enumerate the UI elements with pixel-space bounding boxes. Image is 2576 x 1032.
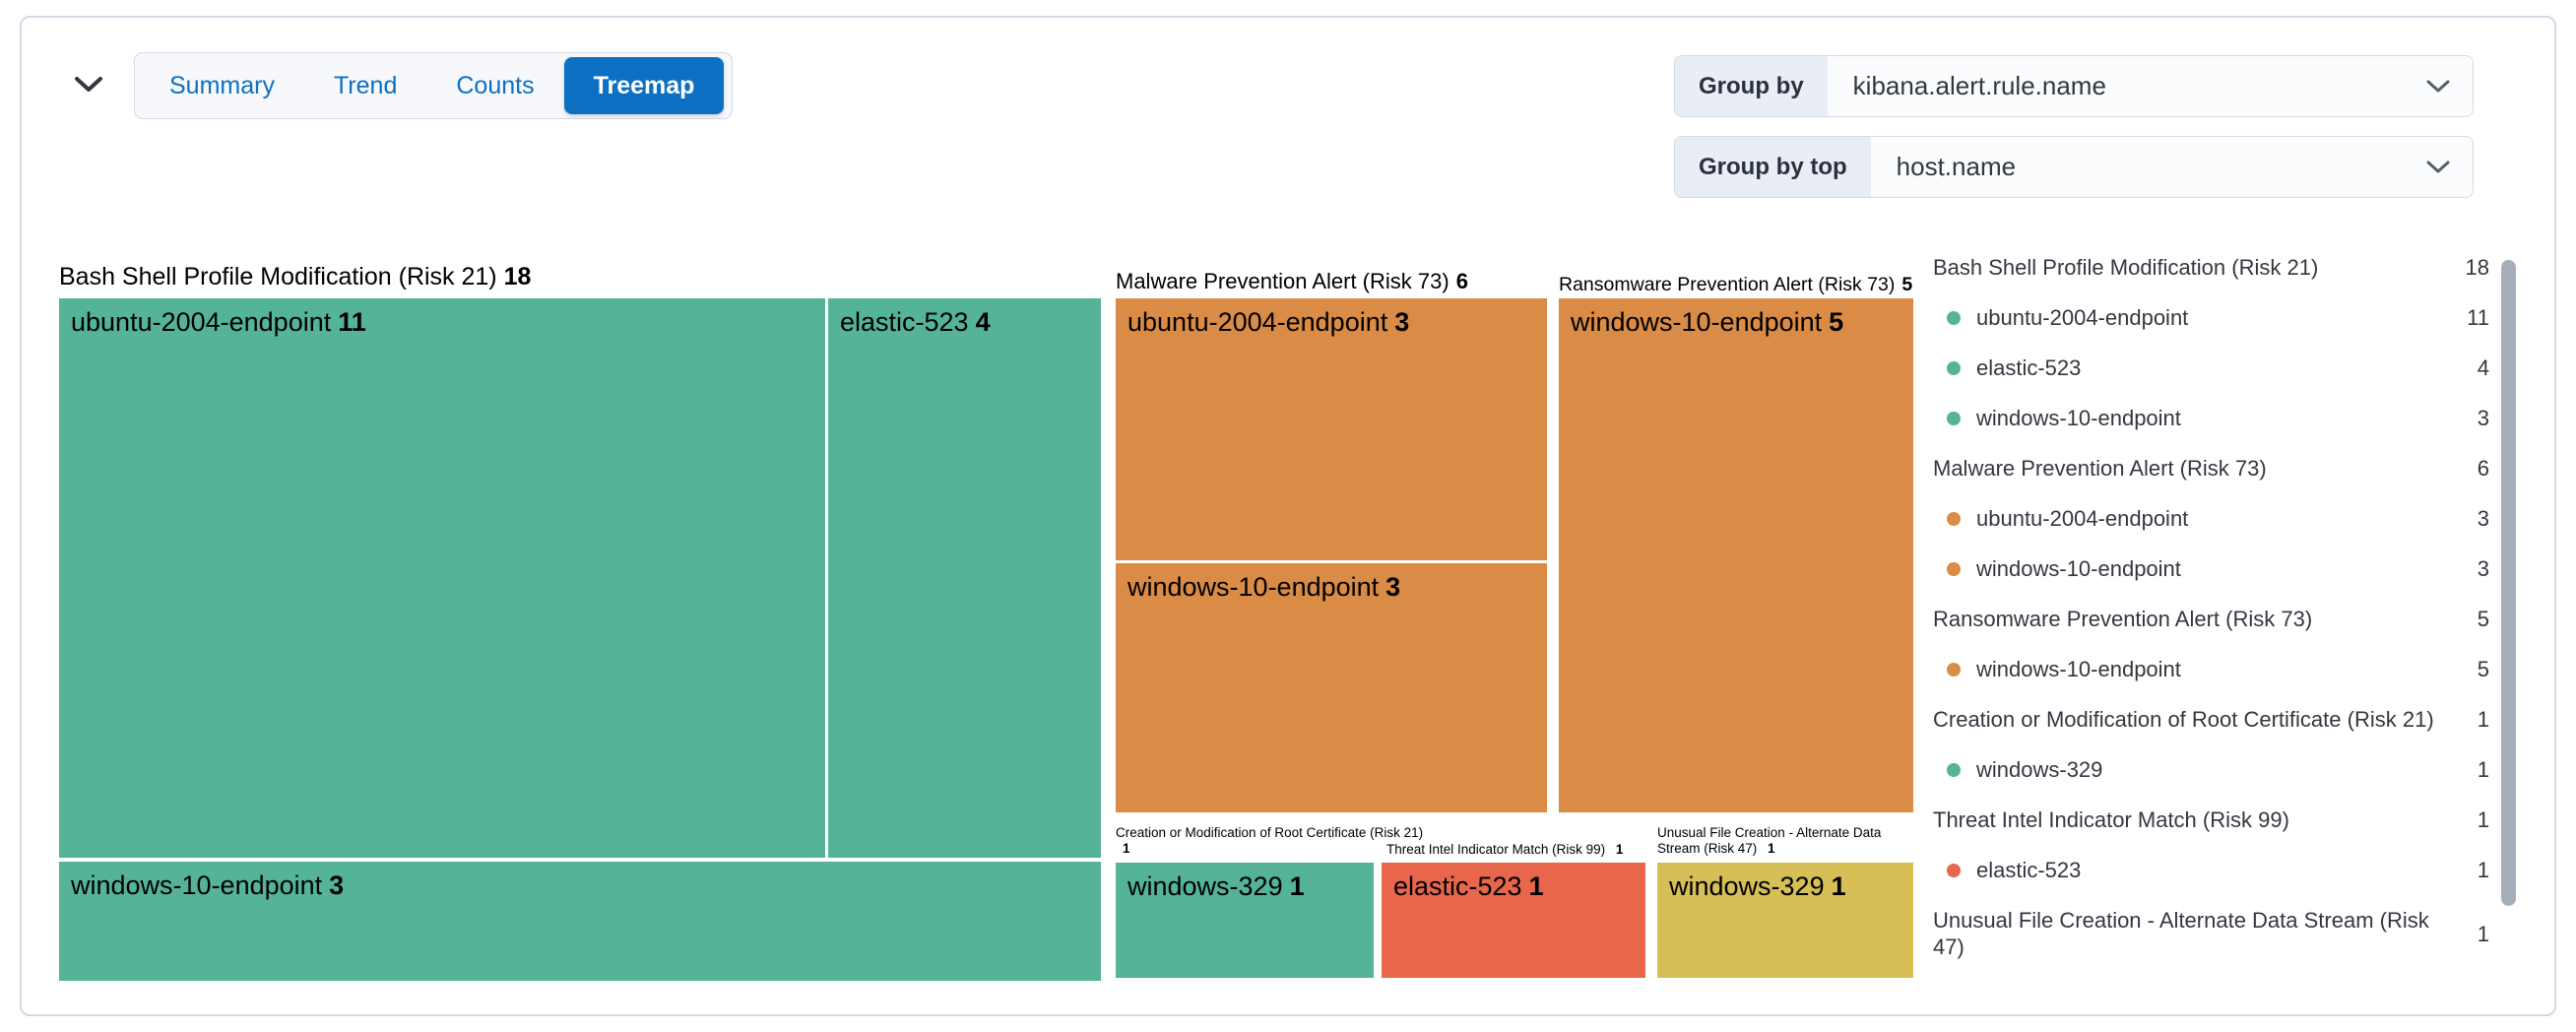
group-by-top-select[interactable]: Group by top host.name — [1674, 136, 2474, 198]
legend-dot — [1947, 863, 1961, 877]
legend-group-row: Unusual File Creation - Alternate Data S… — [1933, 895, 2489, 972]
legend-host-row: elastic-523 4 — [1933, 343, 2489, 393]
legend-label[interactable]: ubuntu-2004-endpoint — [1976, 506, 2189, 531]
legend-group-row: Bash Shell Profile Modification (Risk 21… — [1933, 242, 2489, 292]
tab-trend[interactable]: Trend — [304, 57, 426, 114]
group-by-top-label: Group by top — [1675, 137, 1871, 197]
legend-label[interactable]: elastic-523 — [1976, 858, 2082, 882]
legend-host-row: ubuntu-2004-endpoint 11 — [1933, 292, 2489, 343]
legend-host-row: windows-10-endpoint 3 — [1933, 544, 2489, 594]
legend-label[interactable]: elastic-523 — [1976, 355, 2082, 380]
chart-view-button-group: Summary Trend Counts Treemap — [134, 52, 733, 119]
legend-count: 1 — [2477, 858, 2489, 882]
legend-dot — [1947, 511, 1961, 526]
chevron-down-icon — [2425, 56, 2473, 116]
legend-count: 1 — [2477, 807, 2489, 832]
tab-counts[interactable]: Counts — [426, 57, 563, 114]
treemap-group-header: Unusual File Creation - Alternate Data S… — [1657, 825, 1882, 856]
legend-count: 3 — [2477, 556, 2489, 581]
group-by-select[interactable]: Group by kibana.alert.rule.name — [1674, 55, 2474, 117]
legend-label[interactable]: Ransomware Prevention Alert (Risk 73) — [1933, 607, 2313, 631]
treemap-cell-ubuntu-2004-endpoint[interactable]: ubuntu-2004-endpoint 3 — [1116, 298, 1547, 560]
legend-dot — [1947, 310, 1961, 325]
legend-count: 11 — [2467, 305, 2489, 330]
legend-count: 5 — [2477, 607, 2489, 631]
legend-scrollbar-thumb[interactable] — [2501, 260, 2516, 906]
legend-host-row: ubuntu-2004-endpoint 3 — [1933, 493, 2489, 544]
treemap-group-header: Ransomware Prevention Alert (Risk 73) 5 — [1559, 274, 1913, 295]
treemap-group-header: Threat Intel Indicator Match (Risk 99) 1 — [1386, 842, 1624, 857]
treemap-cell-ubuntu-2004-endpoint[interactable]: ubuntu-2004-endpoint 11 — [59, 298, 825, 858]
collapse-panel-button[interactable] — [65, 61, 112, 108]
legend-label[interactable]: Creation or Modification of Root Certifi… — [1933, 707, 2434, 732]
legend-label[interactable]: windows-10-endpoint — [1976, 556, 2181, 581]
legend-dot — [1947, 360, 1961, 375]
legend-group-row: Creation or Modification of Root Certifi… — [1933, 694, 2489, 744]
legend-count: 1 — [2477, 757, 2489, 782]
legend-count: 1 — [2477, 921, 2489, 946]
legend-label[interactable]: ubuntu-2004-endpoint — [1976, 305, 2189, 330]
legend-group-row: Threat Intel Indicator Match (Risk 99) 1 — [1933, 795, 2489, 845]
treemap-group-header: Malware Prevention Alert (Risk 73) 6 — [1116, 269, 1468, 293]
legend-count: 4 — [2477, 355, 2489, 380]
group-by-label: Group by — [1675, 56, 1828, 116]
treemap-group-header: Creation or Modification of Root Certifi… — [1116, 825, 1424, 856]
legend-host-row: windows-329 1 — [1933, 744, 2489, 795]
legend-host-row: windows-10-endpoint 3 — [1933, 393, 2489, 443]
chevron-down-icon — [2425, 137, 2473, 197]
legend-label[interactable]: Bash Shell Profile Modification (Risk 21… — [1933, 255, 2319, 280]
legend-count: 5 — [2477, 657, 2489, 681]
legend-host-row: windows-10-endpoint 5 — [1933, 644, 2489, 694]
treemap-cell-windows-329[interactable]: windows-329 1 — [1116, 863, 1374, 978]
treemap-group-header: Bash Shell Profile Modification (Risk 21… — [59, 263, 532, 290]
treemap-cell-windows-329[interactable]: windows-329 1 — [1657, 863, 1913, 978]
treemap-cell-elastic-523[interactable]: elastic-523 1 — [1382, 863, 1645, 978]
legend-count: 3 — [2477, 406, 2489, 430]
group-by-top-value[interactable]: host.name — [1896, 152, 2017, 181]
legend-group-row: Ransomware Prevention Alert (Risk 73) 5 — [1933, 594, 2489, 644]
legend-host-row: elastic-523 1 — [1933, 845, 2489, 895]
tab-treemap[interactable]: Treemap — [563, 57, 725, 114]
legend-count: 3 — [2477, 506, 2489, 531]
legend-label[interactable]: Threat Intel Indicator Match (Risk 99) — [1933, 807, 2289, 832]
legend-group-row: Malware Prevention Alert (Risk 73) 6 — [1933, 443, 2489, 493]
legend-label[interactable]: windows-329 — [1976, 757, 2103, 782]
legend-label[interactable]: Unusual File Creation - Alternate Data S… — [1933, 908, 2429, 959]
legend-dot — [1947, 561, 1961, 576]
legend-dot — [1947, 662, 1961, 677]
legend-label[interactable]: Malware Prevention Alert (Risk 73) — [1933, 456, 2267, 481]
legend-dot — [1947, 411, 1961, 425]
legend-label[interactable]: windows-10-endpoint — [1976, 406, 2181, 430]
treemap-cell-windows-10-endpoint[interactable]: windows-10-endpoint 3 — [59, 862, 1101, 981]
chevron-down-icon — [74, 76, 103, 94]
treemap-cell-windows-10-endpoint[interactable]: windows-10-endpoint 3 — [1116, 563, 1547, 812]
treemap-cell-windows-10-endpoint[interactable]: windows-10-endpoint 5 — [1559, 298, 1913, 812]
legend-label[interactable]: windows-10-endpoint — [1976, 657, 2181, 681]
legend-count: 1 — [2477, 707, 2489, 732]
legend-count: 6 — [2477, 456, 2489, 481]
tab-summary[interactable]: Summary — [140, 57, 304, 114]
legend-dot — [1947, 762, 1961, 777]
treemap-legend: Bash Shell Profile Modification (Risk 21… — [1933, 242, 2489, 972]
legend-count: 18 — [2465, 255, 2489, 280]
group-by-value[interactable]: kibana.alert.rule.name — [1852, 71, 2106, 100]
treemap-cell-elastic-523[interactable]: elastic-523 4 — [828, 298, 1101, 858]
